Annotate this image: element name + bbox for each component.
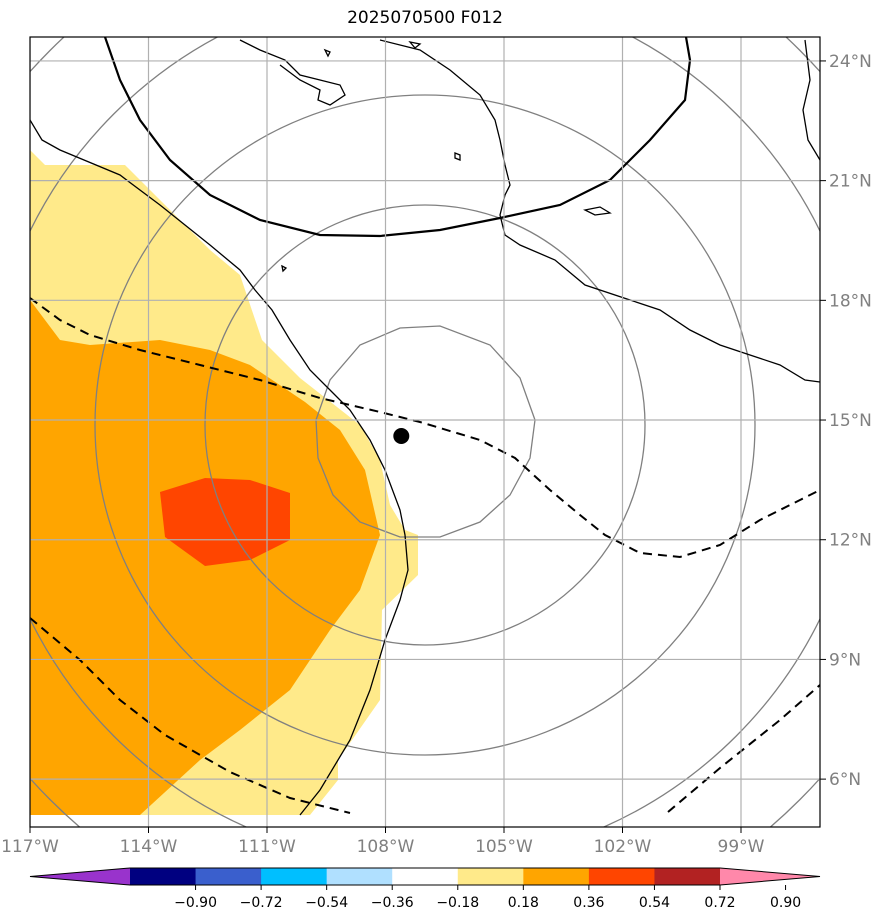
colorbar-tick-label: 0.18: [508, 895, 539, 911]
lon-tick-label: 102°W: [594, 837, 652, 857]
axis-ticks: [29, 60, 826, 833]
colorbar-tick-label: 0.72: [704, 895, 735, 911]
colorbar-tick-label: −0.18: [436, 895, 479, 911]
colorbar-outline: [29, 867, 821, 886]
lon-tick-label: 111°W: [238, 837, 296, 857]
lat-tick-label: 6°N: [829, 770, 861, 790]
colorbar-segment: [326, 868, 393, 885]
colorbar-segment: [261, 868, 328, 885]
colorbar-segment: [523, 868, 590, 885]
lat-tick-label: 21°N: [829, 172, 872, 192]
colorbar-extend-high: [720, 868, 820, 885]
thick-contour: [103, 37, 692, 238]
map-frame: [29, 36, 821, 828]
colorbar-segment: [195, 868, 262, 885]
lon-tick-label: 108°W: [357, 837, 415, 857]
lon-tick-label: 105°W: [475, 837, 533, 857]
colorbar-extend-low: [30, 868, 130, 885]
colorbar-segment: [588, 868, 655, 885]
colorbar-tick-label: −0.54: [305, 895, 348, 911]
gridlines: [30, 37, 820, 827]
colorbar-segment: [457, 868, 524, 885]
colorbar-tick-label: −0.72: [240, 895, 283, 911]
colorbar: −0.90 −0.72 −0.54 −0.36 −0.18 0.18 0.36 0.54 0.7…: [29, 867, 821, 911]
lat-tick-label: 24°N: [829, 52, 872, 72]
axis-labels: 117°W 114°W 111°W 108°W 105°W 102°W 99°W 6°N 9°N…: [1, 52, 872, 857]
colorbar-tick-label: 0.36: [573, 895, 604, 911]
lon-tick-label: 117°W: [1, 837, 59, 857]
lat-tick-label: 15°N: [829, 411, 872, 431]
colorbar-tick-label: −0.36: [371, 895, 414, 911]
colorbar-segment: [654, 868, 721, 885]
lat-tick-label: 9°N: [829, 650, 861, 670]
colorbar-tick-label: 0.54: [639, 895, 670, 911]
storm-center-marker: [393, 427, 410, 444]
colorbar-tick-label: 0.90: [770, 895, 801, 911]
red-orange-shading: [160, 478, 290, 566]
map-title: 2025070500 F012: [347, 8, 503, 28]
lon-tick-label: 99°W: [718, 837, 765, 857]
lat-tick-label: 12°N: [829, 531, 872, 551]
colorbar-segment: [392, 868, 459, 885]
lat-tick-label: 18°N: [829, 291, 872, 311]
colorbar-segment: [130, 868, 197, 885]
lon-tick-label: 114°W: [120, 837, 178, 857]
colorbar-tick-label: −0.90: [174, 895, 217, 911]
